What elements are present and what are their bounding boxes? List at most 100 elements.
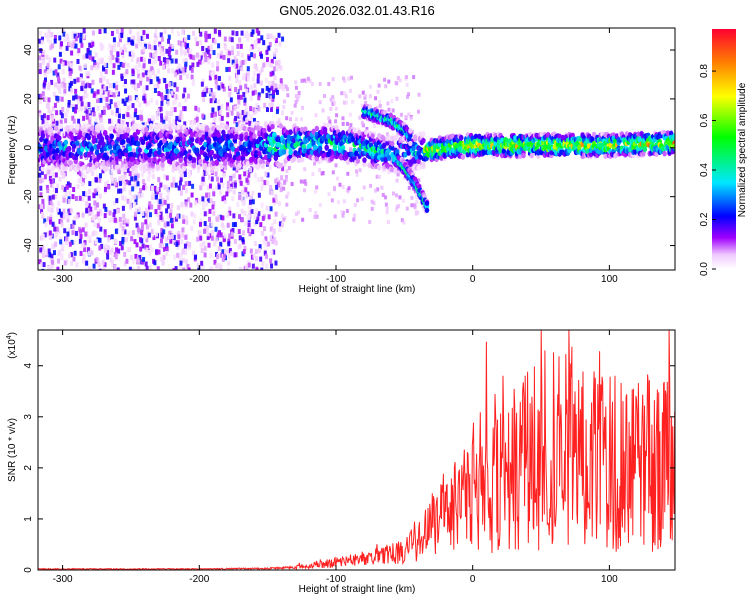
heatmap-cell	[308, 79, 312, 84]
heatmap-cell	[91, 170, 95, 176]
heatmap-cell	[324, 145, 329, 151]
heatmap-cell	[166, 195, 170, 201]
heatmap-cell	[149, 45, 153, 51]
heatmap-cell	[102, 66, 106, 72]
heatmap-cell	[385, 210, 389, 215]
heatmap-cell	[88, 119, 92, 125]
heatmap-cell	[321, 133, 325, 138]
heatmap-cell	[130, 57, 134, 63]
heatmap-cell	[47, 97, 51, 103]
heatmap-cell	[170, 233, 174, 239]
heatmap-cell	[102, 95, 106, 101]
heatmap-cell	[53, 102, 57, 108]
heatmap-cell	[239, 60, 243, 66]
heatmap-cell	[176, 244, 180, 250]
heatmap-cell	[96, 223, 100, 229]
heatmap-cell	[57, 64, 61, 70]
heatmap-cell	[40, 204, 44, 210]
heatmap-cell	[73, 78, 77, 84]
heatmap-cell	[139, 75, 143, 81]
heatmap-cell	[70, 239, 74, 245]
heatmap-cell	[65, 184, 69, 190]
heatmap-cell	[285, 194, 289, 199]
heatmap-cell	[46, 216, 50, 222]
heatmap-cell	[245, 177, 249, 183]
heatmap-cell	[157, 149, 162, 156]
heatmap-cell	[141, 72, 145, 78]
heatmap-cell	[364, 101, 368, 106]
heatmap-cell	[91, 79, 95, 85]
heatmap-cell	[159, 106, 163, 112]
heatmap-cell	[270, 85, 274, 91]
heatmap-cell	[244, 264, 248, 270]
heatmap-cell	[279, 187, 283, 193]
heatmap-cell	[211, 62, 215, 68]
heatmap-cell	[129, 254, 133, 260]
heatmap-cell	[142, 63, 146, 69]
heatmap-cell	[247, 222, 251, 228]
heatmap-cell	[221, 196, 225, 202]
heatmap-cell	[378, 103, 382, 108]
heatmap-cell	[114, 111, 118, 117]
heatmap-cell	[311, 155, 316, 161]
heatmap-cell	[71, 115, 75, 121]
heatmap-cell	[406, 94, 410, 99]
heatmap-cell	[184, 97, 188, 103]
heatmap-cell	[253, 83, 257, 89]
heatmap-cell	[150, 66, 154, 72]
heatmap-cell	[409, 155, 413, 160]
heatmap-cell	[107, 104, 111, 110]
heatmap-cell	[279, 179, 283, 185]
heatmap-cell	[140, 192, 144, 198]
heatmap-cell	[111, 217, 115, 223]
heatmap-cell	[115, 57, 119, 63]
heatmap-cell	[230, 50, 234, 56]
heatmap-cell	[81, 212, 85, 218]
heatmap-cell	[126, 167, 130, 173]
heatmap-cell	[220, 222, 224, 228]
heatmap-cell	[95, 213, 99, 219]
heatmap-cell	[213, 91, 217, 97]
heatmap-cell	[265, 93, 269, 99]
heatmap-cell	[81, 164, 87, 171]
heatmap-cell	[197, 167, 201, 173]
heatmap-cell	[282, 83, 286, 88]
heatmap-cell	[207, 242, 211, 248]
heatmap-cell	[153, 127, 159, 133]
heatmap-cell	[156, 83, 160, 89]
heatmap-cell	[237, 94, 241, 100]
heatmap-cell	[75, 107, 79, 113]
heatmap-cell	[372, 131, 376, 136]
heatmap-cell	[189, 120, 193, 126]
heatmap-cell	[142, 30, 146, 36]
heatmap-cell	[70, 260, 74, 266]
heatmap-cell	[113, 180, 117, 186]
heatmap-cell	[214, 74, 218, 80]
heatmap-cell	[215, 185, 219, 191]
heatmap-cell	[46, 32, 50, 38]
heatmap-cell	[158, 44, 162, 50]
heatmap-cell	[168, 46, 172, 52]
heatmap-cell	[636, 131, 641, 137]
heatmap-cell	[201, 91, 205, 97]
heatmap-cell	[202, 241, 206, 247]
heatmap-cell	[199, 39, 203, 45]
heatmap-cell	[264, 61, 268, 67]
heatmap-cell	[214, 226, 218, 232]
heatmap-cell	[166, 189, 170, 195]
heatmap-cell	[86, 247, 90, 253]
heatmap-cell	[89, 267, 93, 270]
heatmap-cell	[129, 95, 133, 101]
heatmap-cell	[225, 121, 229, 127]
heatmap-cell	[214, 171, 218, 177]
heatmap-cell	[208, 174, 212, 180]
heatmap-cell	[51, 172, 55, 178]
heatmap-cell	[85, 123, 90, 129]
heatmap-cell	[294, 94, 298, 99]
heatmap-cell	[79, 105, 83, 111]
heatmap-cell	[157, 218, 161, 224]
heatmap-cell	[208, 233, 212, 239]
heatmap-cell	[175, 49, 179, 55]
heatmap-cell	[123, 181, 127, 187]
